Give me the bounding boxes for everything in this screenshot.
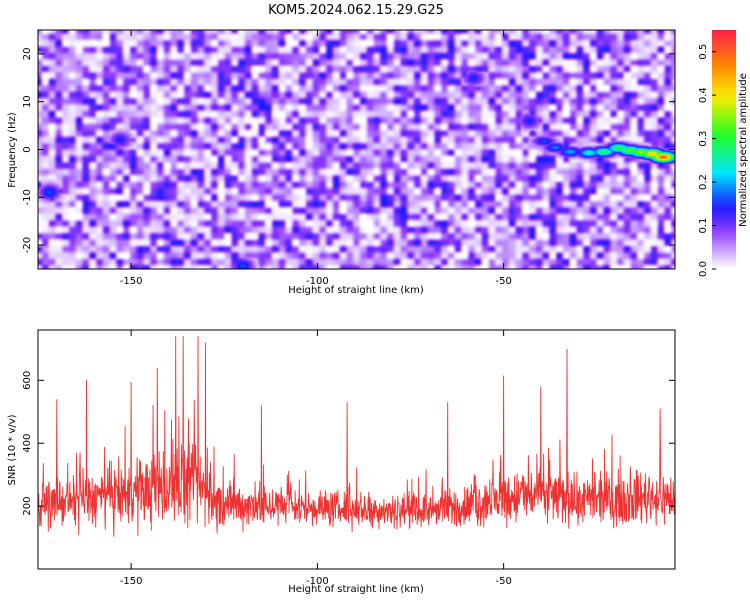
y-tick-label: 600 bbox=[22, 371, 33, 390]
x-tick-label: -50 bbox=[495, 576, 511, 587]
y-tick-label: 400 bbox=[22, 434, 33, 453]
spectrogram-panel: -150 -100 -50 20 10 0 -10 -20 Height of straigh… bbox=[7, 29, 676, 296]
spectrogram-ylabel: Frequency (Hz) bbox=[7, 112, 18, 188]
x-tick-label: -100 bbox=[306, 576, 329, 587]
x-tick-label: -50 bbox=[495, 276, 511, 287]
snr-line bbox=[37, 336, 676, 537]
snr-ticks: -150 -100 -50 200 400 600 bbox=[22, 330, 675, 587]
y-tick-label: 0 bbox=[22, 146, 33, 152]
colorbar-tick-label: 0.5 bbox=[698, 44, 709, 60]
colorbar-tick-label: 0.2 bbox=[698, 174, 709, 190]
y-tick-label: 200 bbox=[22, 497, 33, 516]
y-tick-label: -10 bbox=[22, 189, 33, 205]
snr-ylabel: SNR (10 * v/v) bbox=[7, 414, 18, 485]
x-tick-label: -150 bbox=[120, 576, 143, 587]
y-tick-label: 20 bbox=[22, 48, 33, 61]
colorbar-label: Normalized spectral amplitude bbox=[738, 73, 749, 227]
colorbar-gradient bbox=[712, 30, 736, 269]
y-tick-label: -20 bbox=[22, 237, 33, 253]
colorbar: 0.0 0.1 0.2 0.3 0.4 0.5 Normalized spectral a… bbox=[698, 30, 749, 277]
spectrogram-xlabel: Height of straight line (km) bbox=[288, 285, 424, 296]
figure-title: KOM5.2024.062.15.29.G25 bbox=[268, 3, 444, 18]
snr-series bbox=[37, 336, 676, 537]
spectrogram-image bbox=[38, 30, 675, 269]
colorbar-ticks: 0.0 0.1 0.2 0.3 0.4 0.5 bbox=[698, 44, 716, 277]
x-tick-label: -150 bbox=[120, 276, 143, 287]
snr-frame bbox=[37, 329, 676, 570]
colorbar-tick-label: 0.4 bbox=[698, 87, 709, 103]
snr-xlabel: Height of straight line (km) bbox=[288, 584, 424, 595]
snr-panel: -150 -100 -50 200 400 600 Height of straight … bbox=[7, 329, 676, 595]
colorbar-tick-label: 0.1 bbox=[698, 218, 709, 234]
x-tick-label: -100 bbox=[306, 276, 329, 287]
spectrogram-ticks: -150 -100 -50 20 10 0 -10 -20 bbox=[22, 30, 675, 287]
colorbar-tick-label: 0.3 bbox=[698, 131, 709, 147]
colorbar-tick-label: 0.0 bbox=[698, 261, 709, 277]
y-tick-label: 10 bbox=[22, 95, 33, 108]
